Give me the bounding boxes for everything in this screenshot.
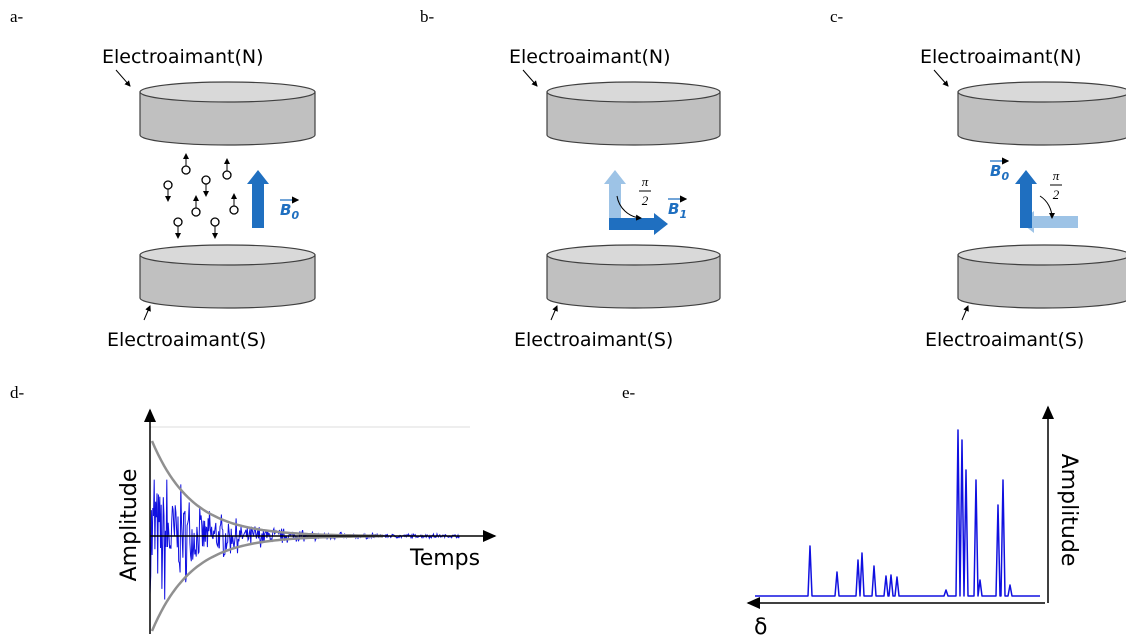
- field-arrow: [1020, 211, 1078, 233]
- spin: [181, 165, 191, 175]
- panel-label: a-: [10, 7, 24, 26]
- rotation-arc: [616, 195, 642, 221]
- vector-subscript: 1: [679, 208, 687, 221]
- pointer: [143, 305, 151, 321]
- panel-label: e-: [622, 383, 636, 402]
- spin: [201, 175, 211, 185]
- vector-label: B0: [990, 162, 1009, 183]
- magnet-top: [546, 81, 721, 103]
- panel-label: b-: [420, 7, 435, 26]
- pointer: [961, 305, 969, 321]
- magnet-label: Electroaimant(N): [920, 46, 1082, 68]
- panel-label: c-: [830, 7, 844, 26]
- angle-denominator: 2: [642, 193, 649, 208]
- magnet: [546, 244, 721, 309]
- spin: [191, 207, 201, 217]
- magnet-top: [957, 81, 1126, 103]
- spin: [222, 170, 232, 180]
- envelope: [150, 535, 383, 632]
- magnet-body: [546, 254, 721, 309]
- axis-label: Amplitude: [1056, 454, 1081, 567]
- spin: [163, 180, 173, 190]
- axis-label: δ: [754, 615, 767, 639]
- magnet: [957, 244, 1126, 309]
- vector-subscript: 0: [291, 209, 299, 222]
- vector-symbol: B: [668, 200, 679, 218]
- vector-symbol: B: [990, 162, 1001, 180]
- field-arrow: [604, 170, 626, 230]
- angle-numerator: π: [642, 174, 649, 189]
- field-arrow: [1015, 170, 1037, 228]
- pointer: [522, 69, 538, 87]
- panel-label: d-: [10, 383, 25, 402]
- magnet-label: Electroaimant(S): [514, 329, 673, 351]
- magnet-body: [546, 91, 721, 146]
- magnet-top: [546, 244, 721, 266]
- rotation-arc: [1039, 195, 1056, 219]
- pointer: [933, 69, 949, 87]
- fid-signal: [149, 479, 460, 600]
- pointer: [115, 69, 131, 87]
- angle-numerator: π: [1053, 168, 1060, 183]
- magnet-body: [957, 254, 1126, 309]
- magnet: [139, 244, 316, 309]
- magnet-body: [957, 91, 1126, 146]
- spin: [229, 205, 239, 215]
- magnet-label: Electroaimant(S): [925, 329, 1084, 351]
- magnet-label: Electroaimant(N): [509, 46, 671, 68]
- envelope: [150, 440, 383, 537]
- vector-label: B1: [668, 200, 687, 221]
- magnet: [957, 81, 1126, 146]
- magnet-top: [139, 244, 316, 266]
- axis-label: Amplitude: [117, 469, 142, 582]
- magnet-label: Electroaimant(S): [107, 329, 266, 351]
- magnet-label: Electroaimant(N): [102, 46, 264, 68]
- spin: [173, 217, 183, 227]
- magnet-body: [139, 254, 316, 309]
- magnet: [546, 81, 721, 146]
- vector-subscript: 0: [1001, 170, 1009, 183]
- angle-denominator: 2: [1053, 187, 1060, 202]
- magnet-top: [139, 81, 316, 103]
- vector-symbol: B: [280, 201, 291, 219]
- field-arrow: [247, 170, 269, 228]
- spin: [210, 217, 220, 227]
- vector-label: B0: [280, 201, 299, 222]
- field-arrow: [609, 213, 668, 235]
- magnet-top: [957, 244, 1126, 266]
- pointer: [550, 305, 558, 321]
- spectrum: [755, 429, 1040, 597]
- magnet-body: [139, 91, 316, 146]
- magnet: [139, 81, 316, 146]
- axis-label: Temps: [409, 546, 480, 571]
